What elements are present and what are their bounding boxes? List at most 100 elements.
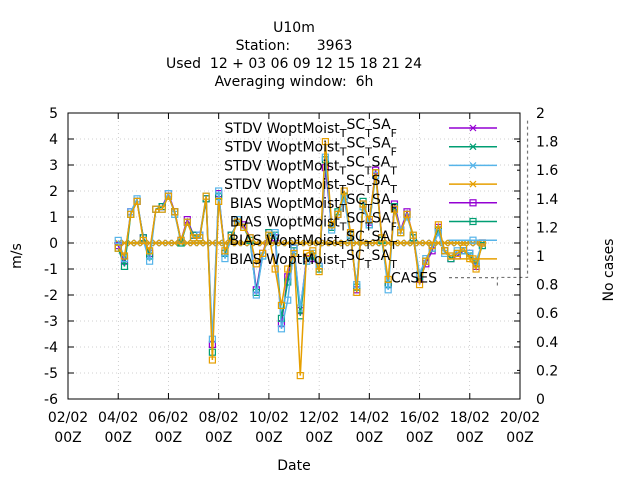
data-point: [277, 301, 286, 309]
y-tick-label: -6: [44, 392, 58, 408]
x-tick-label-date: 06/02: [148, 410, 188, 426]
data-point: [252, 291, 260, 299]
legend-label-part: T: [389, 164, 397, 177]
legend-label: STDV WoptMoistTSCTSAT: [224, 154, 397, 177]
legend-label-part: SA: [372, 211, 391, 227]
legend-label-part: T: [338, 164, 346, 177]
data-point: [472, 265, 480, 273]
data-point: [177, 236, 185, 244]
y-tick-label: 1: [49, 210, 58, 226]
data-point: [133, 197, 141, 205]
legend-label-part: BIAS WoptMoist: [229, 252, 339, 268]
data-point: [215, 187, 223, 195]
legend-label-part: T: [364, 164, 372, 177]
x-tick-label-time: 00Z: [155, 430, 182, 446]
legend-label-part: SA: [372, 154, 391, 170]
data-point: [469, 236, 477, 244]
legend-label-part: SA: [372, 117, 391, 133]
legend-label: STDV WoptMoistTSCTSAT: [224, 173, 397, 196]
legend-label-part: SA: [372, 192, 391, 208]
data-point: [196, 234, 204, 242]
legend-label-part: SC: [347, 211, 366, 227]
data-point: [158, 205, 166, 213]
y-tick-label: 5: [49, 106, 58, 122]
legend-label-part: T: [389, 183, 397, 196]
y2-tick-label: 1: [536, 249, 545, 265]
data-point: [397, 229, 405, 237]
x-tick-label-time: 00Z: [406, 430, 433, 446]
legend-label-part: BIAS WoptMoist: [230, 215, 340, 231]
legend-label: BIAS WoptMoistTSCTSAF: [230, 211, 397, 234]
data-point: [233, 218, 242, 226]
data-point: [114, 236, 122, 244]
legend-label-part: F: [391, 221, 397, 234]
data-point: [259, 249, 267, 257]
y-tick-label: -3: [44, 314, 58, 330]
legend-label: STDV WoptMoistTSCTSAF: [225, 117, 397, 140]
data-point: [265, 231, 273, 239]
y-tick-label: -4: [44, 340, 58, 356]
x-tick-label-date: 16/02: [399, 410, 439, 426]
data-point: [309, 247, 317, 255]
legend-label-part: BIAS WoptMoist: [230, 196, 340, 212]
data-point: [321, 138, 329, 146]
data-point: [146, 257, 154, 265]
data-point: [164, 192, 173, 200]
y2-tick-label: 1.4: [536, 192, 558, 208]
legend-label-part: F: [391, 146, 397, 159]
data-point: [171, 208, 179, 216]
series-layer: [114, 120, 529, 380]
data-point: [296, 372, 304, 380]
y2-tick-label: 0: [536, 392, 545, 408]
legend-label-part: STDV WoptMoist: [224, 177, 340, 193]
y-tick-label: 4: [49, 132, 58, 148]
x-tick-label-date: 20/02: [500, 410, 540, 426]
y-axis-ticks: -6 -5 -4 -3 -2 -1 0 1 2 3 4 5: [44, 106, 520, 408]
data-point: [315, 268, 323, 276]
data-point: [120, 262, 129, 270]
legend-label-part: SC: [347, 136, 366, 152]
legend-label-part: T: [389, 239, 397, 252]
series-line: [117, 141, 484, 376]
y2-axis-label: No cases: [601, 239, 617, 302]
x-tick-label-time: 00Z: [54, 430, 81, 446]
legend-label-part: F: [391, 127, 397, 140]
y-tick-label: 0: [49, 236, 58, 252]
data-point: [246, 234, 254, 242]
data-point: [346, 229, 355, 237]
legend-label-part: SC: [346, 248, 365, 264]
legend-label-part: T: [338, 239, 346, 252]
y2-tick-label: 0.2: [536, 363, 558, 379]
y-tick-label: 2: [49, 184, 58, 200]
legend-label-part: F: [391, 202, 397, 215]
data-point: [378, 234, 386, 242]
data-point: [434, 221, 442, 229]
data-point: [365, 216, 373, 224]
legend-label-part: T: [338, 183, 346, 196]
data-point: [415, 281, 424, 289]
legend-label-part: BIAS WoptMoist: [229, 233, 339, 249]
data-point: [340, 187, 348, 195]
legend-label-part: T: [364, 239, 372, 252]
legend-label: BIAS WoptMoistTSCTSAF: [230, 192, 397, 215]
data-point: [120, 252, 129, 260]
legend-label-part: SA: [372, 173, 391, 189]
data-point: [139, 236, 147, 244]
data-point: [384, 286, 392, 294]
title-line: Averaging window: 6h: [215, 74, 374, 90]
data-point: [403, 210, 411, 218]
y-tick-label: -2: [44, 288, 58, 304]
data-point: [114, 244, 122, 252]
y2-tick-label: 0.8: [536, 278, 558, 294]
data-point: [290, 249, 298, 257]
y-axis-label: m/s: [9, 243, 25, 269]
legend-label-part: T: [364, 127, 372, 140]
x-tick-label-date: 04/02: [98, 410, 138, 426]
data-point: [271, 265, 279, 273]
legend-label-part: SA: [372, 136, 391, 152]
data-point: [334, 210, 342, 218]
legend-label-part: T: [339, 202, 347, 215]
x-tick-label-time: 00Z: [305, 430, 332, 446]
legend-label-part: SC: [347, 192, 366, 208]
